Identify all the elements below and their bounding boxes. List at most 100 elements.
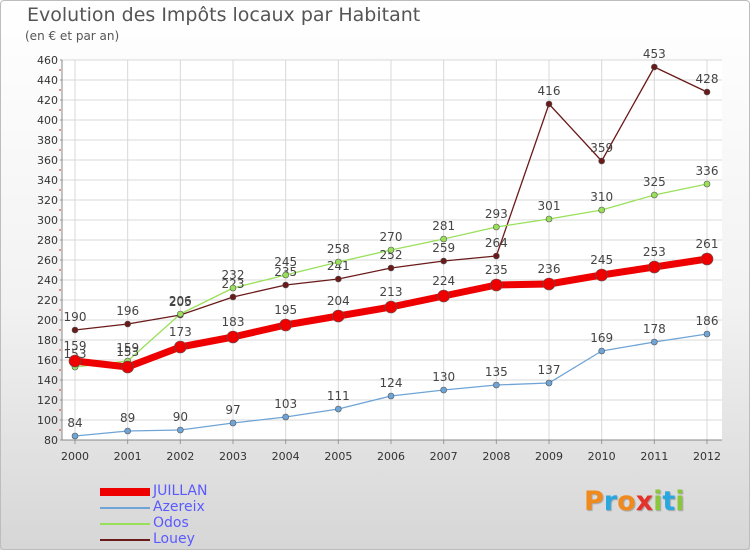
data-label-juillan: 153 [116,345,139,359]
legend-label: Odos [153,515,189,531]
data-label-azereix: 84 [67,416,82,430]
data-point-juillan [384,300,398,314]
y-tick-label: 220 [37,294,58,307]
data-label-odos: 336 [696,164,719,178]
data-point-louey [545,100,553,108]
data-label-odos: 293 [485,207,508,221]
data-label-juillan: 213 [380,285,403,299]
legend-swatch [100,507,150,509]
data-point-azereix [177,426,184,434]
data-label-azereix: 186 [696,314,719,328]
data-label-louey: 359 [590,141,613,155]
data-label-juillan: 173 [169,325,192,339]
chart-title: Evolution des Impôts locaux par Habitant [27,4,421,26]
data-point-azereix [703,330,711,338]
data-point-juillan [279,318,292,332]
data-point-juillan [700,252,714,266]
y-tick-label: 340 [37,174,58,187]
proxiti-logo: Proxiti [584,486,685,517]
y-tick-label: 400 [37,114,58,127]
data-label-odos: 245 [274,255,297,269]
y-tick-label: 360 [37,154,58,167]
y-tick-label: 100 [37,414,58,427]
x-tick-label: 2003 [219,450,247,463]
data-label-odos: 206 [169,294,192,308]
y-tick-label: 240 [37,274,58,287]
data-point-odos [229,284,237,292]
data-point-louey [493,252,500,260]
data-label-azereix: 90 [173,410,188,424]
y-tick-label: 140 [37,374,58,387]
y-tick-label: 260 [37,254,58,267]
x-tick-label: 2005 [324,450,352,463]
logo-letter: i [675,486,685,517]
data-label-azereix: 103 [274,397,297,411]
data-point-juillan [68,354,82,368]
data-point-louey [282,281,289,289]
data-point-odos [651,191,658,199]
data-point-odos [440,235,447,243]
data-label-azereix: 135 [485,365,508,379]
x-tick-label: 2001 [114,450,142,463]
data-label-juillan: 235 [485,263,508,277]
y-tick-label: 80 [44,434,58,447]
data-label-azereix: 111 [327,389,350,403]
data-point-louey [651,63,658,71]
logo-letter: t [662,486,676,517]
data-label-azereix: 89 [120,411,135,425]
y-tick-label: 180 [37,334,58,347]
data-label-louey: 428 [696,72,719,86]
data-label-azereix: 124 [380,376,403,390]
data-label-azereix: 130 [432,370,455,384]
data-label-louey: 241 [327,259,350,273]
data-point-azereix [335,405,342,413]
data-label-louey: 223 [222,277,245,291]
data-label-juillan: 245 [590,253,613,267]
data-label-juillan: 236 [538,262,561,276]
data-label-juillan: 261 [696,237,719,251]
data-point-odos [703,180,711,188]
data-label-juillan: 195 [274,303,297,317]
data-point-juillan [121,360,134,374]
data-point-odos [493,223,500,231]
data-label-odos: 310 [590,190,613,204]
data-point-azereix [387,392,395,400]
data-label-odos: 232 [222,268,245,282]
data-label-azereix: 169 [590,331,613,345]
data-point-azereix [124,427,131,435]
x-tick-label: 2009 [535,450,563,463]
data-label-louey: 196 [116,304,139,318]
data-point-azereix [598,347,605,355]
x-tick-label: 2007 [430,450,458,463]
y-tick-label: 120 [37,394,58,407]
data-point-juillan [437,289,450,303]
legend-label: JUILLAN [153,483,208,499]
logo-letter: P [584,486,604,517]
data-label-azereix: 178 [643,322,666,336]
y-tick-label: 280 [37,234,58,247]
data-point-louey [440,257,447,265]
data-point-odos [545,215,553,223]
data-point-juillan [226,330,240,344]
y-tick-label: 380 [37,134,58,147]
logo-letter: x [635,486,654,517]
data-point-louey [335,275,342,283]
legend-label: Louey [153,531,195,547]
data-point-azereix [282,413,289,421]
x-tick-label: 2002 [166,450,194,463]
data-label-odos: 258 [327,242,350,256]
logo-letter: i [653,486,663,517]
data-label-louey: 264 [485,236,508,250]
legend-label: Azereix [153,499,205,515]
y-tick-label: 160 [37,354,58,367]
data-label-louey: 453 [643,47,666,61]
data-point-louey [598,157,605,165]
data-point-louey [703,88,711,96]
x-tick-label: 2000 [61,450,89,463]
legend-item-azereix: Azereix [100,499,360,516]
data-label-odos: 159 [116,341,139,355]
data-label-louey: 252 [380,248,403,262]
data-label-odos: 153 [64,347,87,361]
y-tick-label: 320 [37,194,58,207]
